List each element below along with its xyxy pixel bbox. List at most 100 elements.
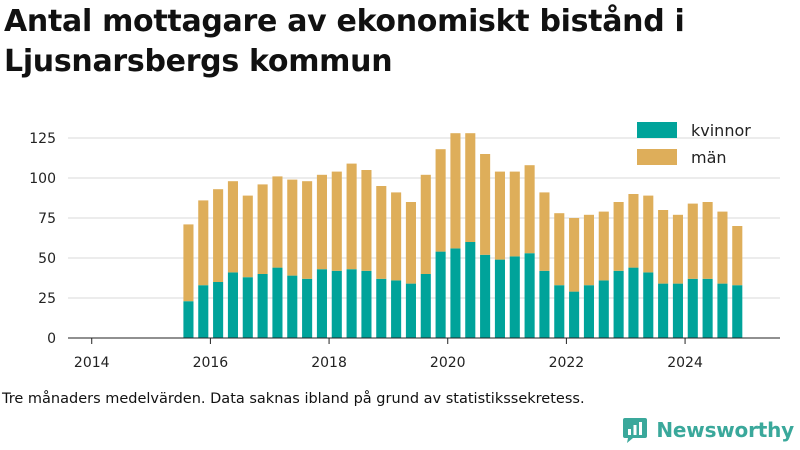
y-tick-label: 75 xyxy=(38,211,56,227)
chart-caption: Tre månaders medelvärden. Data saknas ib… xyxy=(2,391,585,407)
bar-kvinnor xyxy=(287,275,298,338)
bar-kvinnor xyxy=(583,285,594,338)
bar-kvinnor xyxy=(687,278,698,338)
bar-kvinnor xyxy=(420,274,431,338)
bar-män xyxy=(405,202,416,284)
bar-män xyxy=(227,181,238,273)
x-tick-label: 2014 xyxy=(74,355,110,371)
bar-män xyxy=(435,149,446,252)
bar-män xyxy=(569,218,580,292)
bar-kvinnor xyxy=(717,283,728,338)
bar-män xyxy=(376,186,387,279)
x-tick-label: 2018 xyxy=(311,355,347,371)
bar-kvinnor xyxy=(628,267,639,338)
legend-swatch-män xyxy=(637,149,677,165)
bar-män xyxy=(672,214,683,284)
bar-män xyxy=(213,189,224,282)
bar-män xyxy=(480,154,491,255)
bar-män xyxy=(391,192,402,281)
bar-män xyxy=(658,210,669,284)
y-tick-label: 25 xyxy=(38,291,56,307)
bar-män xyxy=(183,224,194,302)
bar-kvinnor xyxy=(391,280,402,338)
bar-kvinnor xyxy=(376,278,387,338)
bar-kvinnor xyxy=(702,278,713,338)
y-tick-label: 0 xyxy=(47,331,56,347)
bar-män xyxy=(583,214,594,286)
x-tick-label: 2016 xyxy=(193,355,229,371)
bar-kvinnor xyxy=(524,253,535,338)
x-tick-label: 2020 xyxy=(430,355,466,371)
bar-kvinnor xyxy=(465,242,476,338)
bars xyxy=(183,133,743,338)
bar-män xyxy=(302,181,313,279)
x-tick-label: 2024 xyxy=(667,355,703,371)
bar-män xyxy=(509,171,520,257)
bar-kvinnor xyxy=(346,269,357,338)
bar-män xyxy=(613,202,624,271)
bar-kvinnor xyxy=(672,283,683,338)
stacked-bar-chart: 0 25 50 75 100 125 2014 2016 2018 2020 2022 2024 kv… xyxy=(29,121,780,371)
bar-kvinnor xyxy=(509,256,520,338)
bar-kvinnor xyxy=(272,267,283,338)
brand-logo: Newsworthy xyxy=(621,416,794,444)
newsworthy-logo-icon xyxy=(623,418,648,443)
bar-män xyxy=(598,211,609,281)
bar-män xyxy=(361,170,372,271)
axes: 0 25 50 75 100 125 2014 2016 2018 2020 2022 2024 xyxy=(29,131,780,371)
bar-kvinnor xyxy=(213,282,224,338)
bar-kvinnor xyxy=(242,277,253,338)
bar-kvinnor xyxy=(643,272,654,338)
bar-kvinnor xyxy=(494,259,505,338)
bar-kvinnor xyxy=(569,291,580,338)
bar-män xyxy=(450,133,461,249)
bar-kvinnor xyxy=(554,285,565,338)
brand-name: Newsworthy xyxy=(656,418,794,442)
bar-män xyxy=(198,200,209,286)
bar-kvinnor xyxy=(257,274,268,338)
bar-män xyxy=(687,203,698,279)
bar-män xyxy=(539,192,550,271)
bar-kvinnor xyxy=(302,278,313,338)
bar-kvinnor xyxy=(480,254,491,338)
bar-män xyxy=(331,171,342,271)
bar-kvinnor xyxy=(598,280,609,338)
bar-män xyxy=(346,163,357,270)
bar-män xyxy=(494,171,505,260)
bar-kvinnor xyxy=(331,270,342,338)
bar-män xyxy=(628,194,639,268)
bar-män xyxy=(524,165,535,254)
bar-män xyxy=(554,213,565,286)
bar-kvinnor xyxy=(316,269,327,338)
bar-kvinnor xyxy=(183,301,194,338)
bar-kvinnor xyxy=(613,270,624,338)
legend-label-kvinnor: kvinnor xyxy=(691,121,751,140)
y-tick-label: 50 xyxy=(38,251,56,267)
bar-kvinnor xyxy=(198,285,209,338)
bar-kvinnor xyxy=(405,283,416,338)
x-tick-label: 2022 xyxy=(549,355,585,371)
bar-män xyxy=(287,179,298,276)
bar-män xyxy=(717,211,728,284)
bar-kvinnor xyxy=(450,248,461,338)
bar-män xyxy=(316,174,327,270)
bar-kvinnor xyxy=(539,270,550,338)
bar-män xyxy=(702,202,713,279)
y-tick-label: 100 xyxy=(29,171,56,187)
bar-män xyxy=(465,133,476,242)
bar-kvinnor xyxy=(361,270,372,338)
bar-kvinnor xyxy=(658,283,669,338)
y-tick-label: 125 xyxy=(29,131,56,147)
legend-swatch-kvinnor xyxy=(637,122,677,138)
bar-män xyxy=(732,226,743,286)
bar-kvinnor xyxy=(227,272,238,338)
chart-title: Antal mottagare av ekonomiskt bistånd i … xyxy=(4,4,685,79)
bar-kvinnor xyxy=(435,251,446,338)
legend: kvinnor män xyxy=(637,121,751,167)
bar-män xyxy=(420,174,431,274)
legend-label-män: män xyxy=(691,148,727,167)
bar-män xyxy=(242,195,253,278)
bar-kvinnor xyxy=(732,285,743,338)
bar-män xyxy=(643,195,654,273)
bar-män xyxy=(272,176,283,268)
